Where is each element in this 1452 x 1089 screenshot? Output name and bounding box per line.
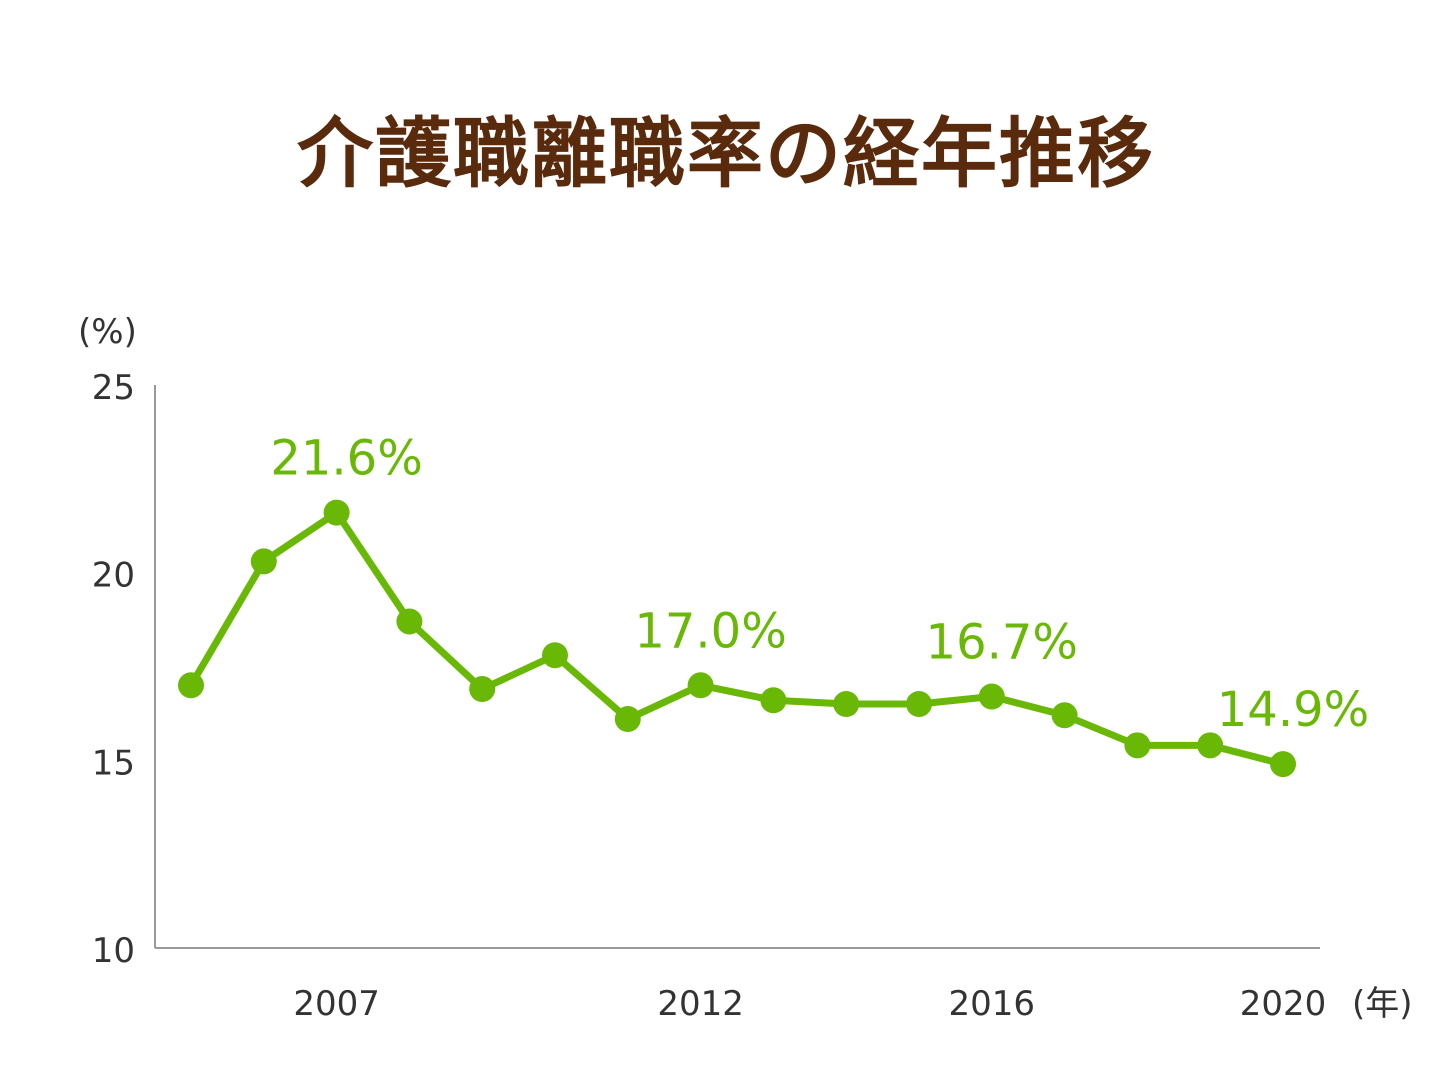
data-point <box>469 676 496 703</box>
data-label: 17.0% <box>634 603 786 659</box>
x-axis-unit: (年) <box>1352 984 1413 1024</box>
data-point <box>1051 702 1078 729</box>
data-label: 16.7% <box>926 615 1078 671</box>
x-tick-label: 2007 <box>293 984 380 1024</box>
data-point <box>833 691 860 718</box>
x-tick-label: 2016 <box>949 984 1036 1024</box>
series <box>178 499 1296 778</box>
data-point <box>906 691 932 718</box>
axes <box>154 385 1320 949</box>
data-point <box>1124 732 1151 759</box>
data-point <box>978 683 1005 710</box>
data-point <box>1197 732 1224 759</box>
series-line <box>187 509 1287 768</box>
data-point <box>614 706 641 733</box>
y-tick-label: 25 <box>92 368 135 408</box>
data-point <box>250 548 277 575</box>
y-axis-unit: (%) <box>78 312 137 352</box>
y-tick-label: 20 <box>92 556 135 596</box>
data-point <box>178 672 204 699</box>
data-point <box>760 687 787 714</box>
data-label: 14.9% <box>1217 682 1369 738</box>
data-point <box>687 672 714 699</box>
data-label: 21.6% <box>270 431 422 487</box>
data-labels: 21.6% 17.0% 16.7% 14.9% <box>270 431 1369 738</box>
chart-title: 介護職離職率の経年推移 <box>297 109 1155 198</box>
data-point <box>396 608 423 635</box>
data-point <box>323 499 350 526</box>
x-tick-label: 2020 <box>1240 984 1327 1024</box>
data-point <box>542 642 568 669</box>
tick-labels: (%) 25 20 15 10 2007 2012 2016 2020 (年) <box>78 312 1413 1024</box>
data-point <box>1270 751 1296 778</box>
y-tick-label: 15 <box>92 743 135 783</box>
x-tick-label: 2012 <box>657 984 744 1024</box>
y-tick-label: 10 <box>92 931 135 971</box>
